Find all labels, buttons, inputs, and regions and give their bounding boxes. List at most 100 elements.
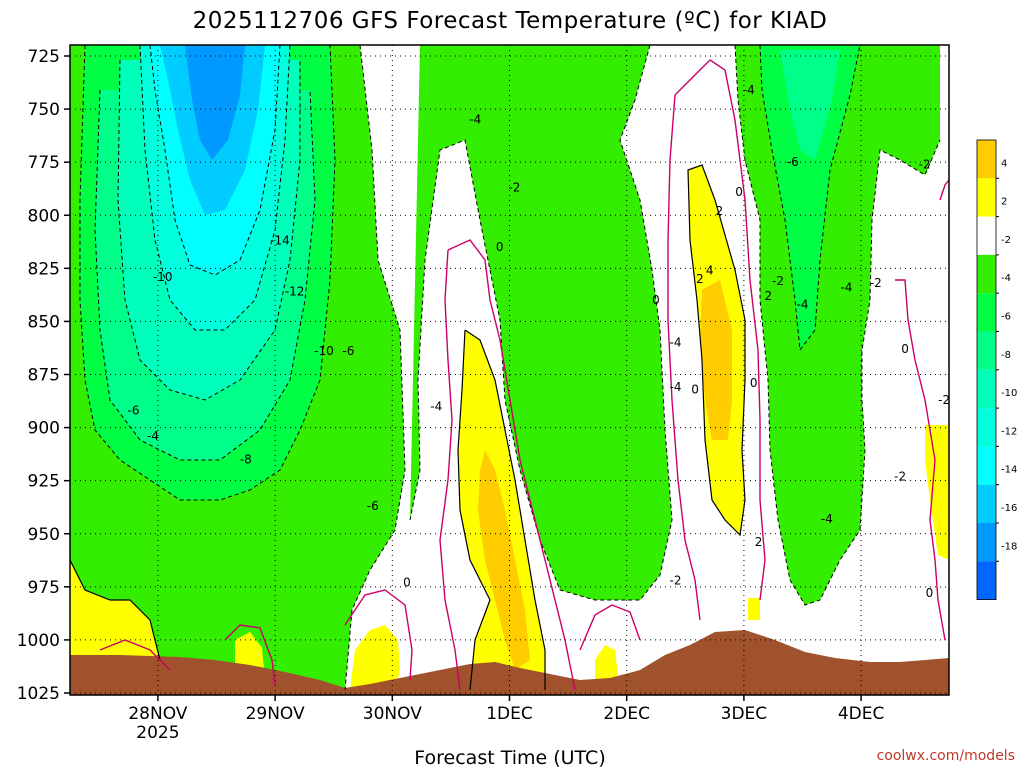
contour-label: -6 (367, 499, 379, 513)
contour-solid (457, 329, 491, 691)
source-label[interactable]: coolwx.com/models (877, 748, 1015, 764)
contour-label: -4 (469, 113, 481, 127)
x-tick-sublabel: 2025 (136, 723, 179, 743)
contour-dashed (344, 45, 406, 691)
contour-label: -4 (821, 512, 833, 526)
contour-zero (439, 249, 461, 691)
x-axis-label: Forecast Time (UTC) (414, 747, 605, 768)
contour-zero (667, 94, 701, 621)
contour-dashed (139, 45, 291, 331)
colorbar-segment (977, 254, 996, 294)
plot-area: -14 -12 -10 -10 -8 -6 -6 -6 -4 -4 -4 -4 -4 -4 -4 -4 -4 -6… (69, 44, 950, 696)
colorbar-segment (977, 561, 996, 600)
grid-lines (70, 45, 949, 695)
y-tick-label: 950 (28, 525, 60, 545)
contour-zero (939, 179, 949, 201)
contour-zero (224, 624, 276, 686)
contour-zero (674, 59, 766, 601)
contour-label: -4 (430, 399, 442, 413)
y-tick-label: 750 (28, 100, 60, 120)
contour-label: -2 (772, 274, 784, 288)
x-tick-label: 28NOV (128, 704, 187, 724)
contour-label: -4 (797, 297, 809, 311)
contour-label: -2 (870, 276, 882, 290)
contour-lines (70, 45, 949, 691)
contour-dashed (94, 89, 316, 461)
colorbar-segment (977, 140, 996, 179)
east-cold-6 (760, 45, 860, 350)
contour-label: -6 (787, 155, 799, 169)
contour-label: -8 (240, 452, 252, 466)
y-axis: 725 750 775 800 825 850 875 900 925 950 975 1000 102… (17, 47, 70, 704)
y-tick-label: 775 (28, 153, 60, 173)
x-tick-label: 30NOV (363, 704, 422, 724)
colorbar-segment (977, 369, 996, 409)
contour-label: 0 (403, 576, 411, 590)
contour-dashed (117, 59, 301, 401)
colorbar: 4 2 -2 -4 -6 -8 -10 -12 -14 -16 -18 (976, 139, 1017, 601)
y-tick-label: 800 (28, 206, 60, 226)
contour-solid (464, 329, 546, 690)
y-tick-label: 725 (28, 47, 60, 67)
colorbar-label: -16 (1001, 503, 1017, 514)
contour-label: 0 (735, 185, 743, 199)
contour-label: 4 (706, 263, 714, 277)
contour-label: -2 (938, 393, 950, 407)
contour-label: 0 (750, 376, 758, 390)
warm-region-7 (925, 425, 949, 560)
x-tick-label: 4DEC (838, 704, 885, 724)
cold-core-18 (185, 45, 245, 160)
contour-label: -4 (670, 336, 682, 350)
colorbar-label: 4 (1001, 158, 1007, 169)
colorbar-label: -4 (1001, 273, 1011, 284)
contour-dashed (409, 45, 673, 601)
contour-label: 0 (496, 240, 504, 254)
colorbar-segment (977, 178, 996, 217)
y-tick-label: 1025 (17, 684, 60, 704)
colorbar-segment (977, 484, 996, 523)
contour-label: -4 (840, 280, 852, 294)
contour-label: -6 (127, 404, 139, 418)
contour-label: -10 (314, 344, 334, 358)
y-tick-label: 825 (28, 259, 60, 279)
contour-zero (344, 589, 413, 681)
y-tick-label: 1000 (17, 631, 60, 651)
colorbar-segment (977, 293, 996, 332)
temperature-fill (70, 45, 949, 695)
contour-solid (70, 559, 161, 661)
contour-label: -12 (285, 285, 305, 299)
contour-solid (687, 164, 746, 537)
contour-label: -6 (342, 344, 354, 358)
surface-terrain (70, 630, 949, 695)
warm-region-4 (350, 625, 400, 690)
colorbar-label: -6 (1001, 312, 1011, 323)
cold-air-region-2 (410, 45, 672, 600)
contour-label: -2 (894, 469, 906, 483)
contour-dashed (734, 45, 941, 606)
contour-label: -14 (270, 234, 290, 248)
contour-label: -2 (670, 573, 682, 587)
x-tick-label: 1DEC (486, 704, 533, 724)
contour-label: 0 (901, 342, 909, 356)
contour-zero (579, 604, 641, 651)
x-tick-label: 3DEC (721, 704, 768, 724)
chart-title: 2025112706 GFS Forecast Temperature (ºC)… (193, 8, 828, 34)
colorbar-label: -8 (1001, 350, 1011, 361)
contour-zero (895, 279, 946, 641)
contour-label: -4 (147, 429, 159, 443)
contour-labels: -14 -12 -10 -10 -8 -6 -6 -6 -4 -4 -4 -4 -4 -4 -4 -4 -4 -6… (127, 83, 950, 600)
y-tick-label: 875 (28, 366, 60, 386)
contour-label: 0 (926, 586, 934, 600)
contour-label: -2 (508, 181, 520, 195)
contour-label: 2 (696, 272, 704, 286)
contour-label: -10 (153, 270, 173, 284)
y-tick-label: 850 (28, 312, 60, 332)
contour-label: -2 (919, 157, 931, 171)
colorbar-label: -18 (1001, 541, 1017, 552)
contour-label: 2 (764, 289, 772, 303)
east-cold-8 (780, 50, 840, 160)
contour-zero (447, 239, 576, 691)
contour-label: 2 (716, 204, 724, 218)
